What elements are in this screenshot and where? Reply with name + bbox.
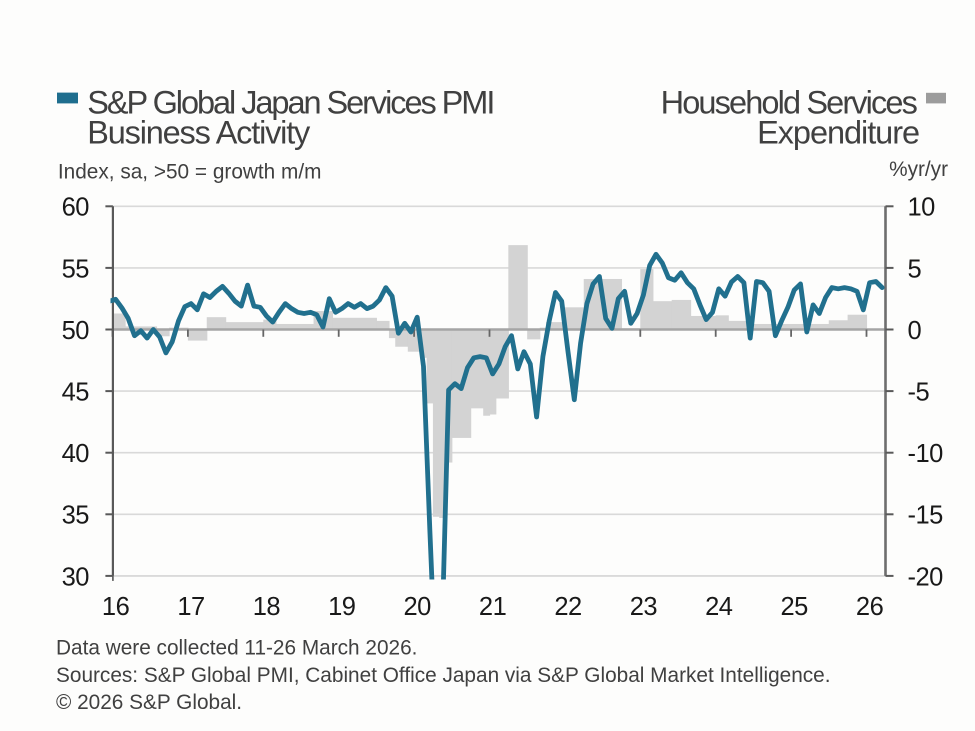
svg-text:20: 20 xyxy=(404,593,432,621)
svg-text:10: 10 xyxy=(908,194,936,222)
svg-text:5: 5 xyxy=(908,255,922,283)
svg-text:40: 40 xyxy=(62,440,90,468)
svg-text:Expenditure: Expenditure xyxy=(757,114,919,150)
svg-text:-20: -20 xyxy=(908,563,944,591)
svg-text:%yr/yr: %yr/yr xyxy=(889,158,948,181)
svg-text:Data were collected 11-26 Marc: Data were collected 11-26 March 2026. xyxy=(56,636,417,659)
svg-text:23: 23 xyxy=(630,593,658,621)
svg-text:Sources: S&P Global PMI, Cabin: Sources: S&P Global PMI, Cabinet Office … xyxy=(56,664,831,687)
svg-text:18: 18 xyxy=(253,593,281,621)
svg-text:Household Services: Household Services xyxy=(661,85,918,121)
svg-text:Index, sa, >50 = growth m/m: Index, sa, >50 = growth m/m xyxy=(58,161,322,184)
svg-text:30: 30 xyxy=(62,563,90,591)
svg-text:17: 17 xyxy=(177,593,204,621)
svg-text:25: 25 xyxy=(781,593,809,621)
svg-text:S&P Global Japan Services PMI: S&P Global Japan Services PMI xyxy=(87,85,493,121)
svg-text:-15: -15 xyxy=(908,502,944,530)
svg-text:22: 22 xyxy=(554,593,581,621)
svg-text:Business Activity: Business Activity xyxy=(87,114,311,150)
svg-text:35: 35 xyxy=(62,502,90,530)
svg-text:19: 19 xyxy=(328,593,355,621)
svg-text:16: 16 xyxy=(102,593,130,621)
svg-text:60: 60 xyxy=(62,194,90,222)
svg-text:-10: -10 xyxy=(908,440,944,468)
svg-text:55: 55 xyxy=(62,255,90,283)
svg-text:© 2026 S&P Global.: © 2026 S&P Global. xyxy=(56,691,242,714)
svg-text:0: 0 xyxy=(908,317,922,345)
svg-text:21: 21 xyxy=(479,593,506,621)
svg-text:-5: -5 xyxy=(908,379,930,407)
svg-text:50: 50 xyxy=(62,317,90,345)
svg-text:45: 45 xyxy=(62,379,90,407)
svg-text:26: 26 xyxy=(856,593,884,621)
svg-text:24: 24 xyxy=(705,593,733,621)
